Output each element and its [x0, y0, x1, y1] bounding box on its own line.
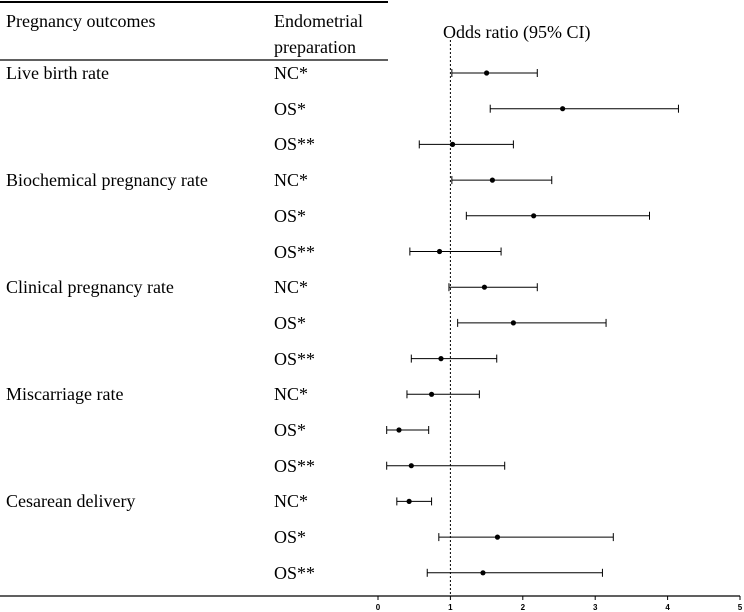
odds-ratio-point — [428, 391, 435, 397]
outcome-column-header: Pregnancy outcomes — [6, 11, 156, 31]
outcome-label: Cesarean delivery — [6, 491, 136, 512]
odds-ratio-point — [489, 177, 495, 183]
prep-label: OS* — [274, 98, 307, 119]
odds-ratio-point — [484, 70, 490, 76]
x-tick-label: 2 — [521, 603, 526, 612]
odds-ratio-point — [480, 570, 486, 576]
odds-ratio-point — [531, 213, 537, 219]
prep-label: OS** — [274, 562, 316, 583]
x-tick-label: 4 — [665, 603, 670, 612]
odds-ratio-point — [560, 106, 566, 112]
odds-ratio-point — [494, 534, 501, 540]
odds-ratio-point — [408, 463, 414, 469]
prep-label: NC* — [274, 63, 309, 83]
chart-title: Odds ratio (95% CI) — [443, 22, 591, 42]
prep-label: NC* — [274, 384, 309, 405]
prep-label: NC* — [274, 170, 309, 191]
x-tick-label: 1 — [448, 603, 453, 612]
odds-ratio-point — [438, 356, 444, 362]
odds-ratio-point — [406, 498, 412, 504]
prep-label: NC* — [274, 491, 309, 512]
x-tick-label: 3 — [593, 603, 598, 612]
odds-ratio-point — [396, 427, 402, 433]
outcome-label: Biochemical pregnancy rate — [6, 170, 208, 191]
prep-label: OS** — [274, 348, 316, 369]
outcome-label: Live birth rate — [6, 63, 109, 83]
outcome-label: Clinical pregnancy rate — [6, 277, 174, 298]
odds-ratio-point — [436, 248, 443, 255]
odds-ratio-point — [449, 141, 456, 147]
x-tick-label: 5 — [738, 603, 743, 612]
odds-ratio-point — [481, 284, 488, 290]
prep-label: OS* — [274, 312, 307, 333]
outcome-label: Miscarriage rate — [6, 384, 124, 405]
prep-label: OS* — [274, 420, 307, 440]
prep-label: OS* — [274, 527, 307, 548]
prep-column-header-line1: Endometrial — [274, 11, 363, 31]
x-tick-label: 0 — [376, 603, 381, 612]
prep-label: NC* — [274, 277, 309, 298]
prep-label: OS** — [274, 134, 316, 155]
prep-label: OS** — [274, 241, 316, 262]
prep-column-header-line2: preparation — [274, 37, 356, 57]
odds-ratio-point — [510, 320, 516, 326]
prep-label: OS** — [274, 455, 316, 476]
prep-label: OS* — [274, 205, 307, 226]
